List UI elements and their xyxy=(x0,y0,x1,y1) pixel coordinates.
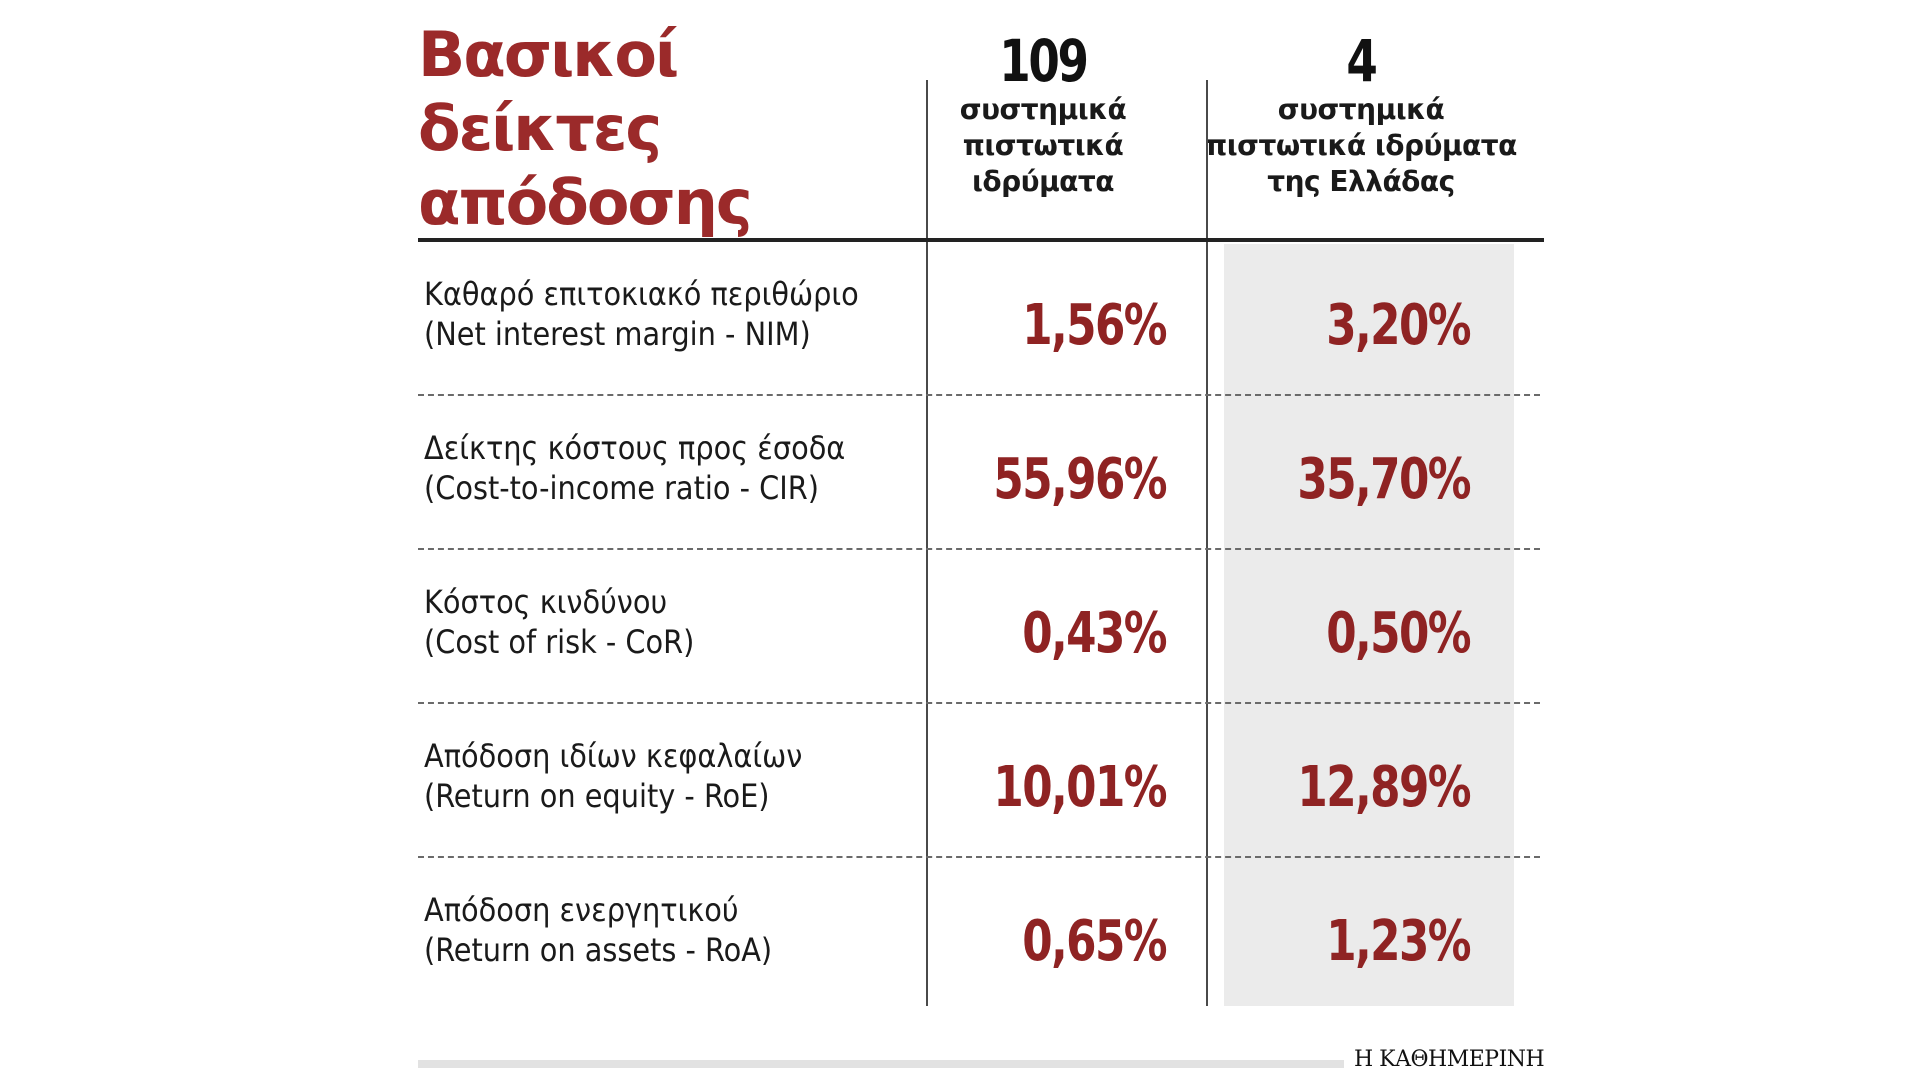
table-row: Δείκτης κόστους προς έσοδα (Cost-to-inco… xyxy=(418,396,1544,550)
column-header-count: 4 xyxy=(1346,27,1377,95)
header-rule xyxy=(418,238,1544,242)
row-label: Απόδοση ενεργητικού (Return on assets - … xyxy=(424,890,904,970)
row-label-greek: Απόδοση ιδίων κεφαλαίων xyxy=(424,737,803,775)
column-header-eu-banks: 109 συστημικά πιστωτικά ιδρύματα xyxy=(930,30,1156,200)
row-separator xyxy=(418,856,1540,858)
row-label: Δείκτης κόστους προς έσοδα (Cost-to-inco… xyxy=(424,428,904,508)
column-header-greek-banks: 4 συστημικά πιστωτικά ιδρύματα της Ελλάδ… xyxy=(1196,30,1526,200)
column-divider xyxy=(926,80,928,1006)
value-greek-banks: 0,50% xyxy=(1326,601,1471,666)
source-credit: Η ΚΑΘΗΜΕΡΙΝΗ xyxy=(1354,1047,1545,1072)
row-separator xyxy=(418,394,1540,396)
row-label-english: (Return on equity - RoE) xyxy=(424,777,770,815)
table-row: Κόστος κινδύνου (Cost of risk - CoR) 0,4… xyxy=(418,550,1544,704)
table-row: Καθαρό επιτοκιακό περιθώριο (Net interes… xyxy=(418,242,1544,396)
row-label-english: (Cost-to-income ratio - CIR) xyxy=(424,469,819,507)
footer-bar xyxy=(418,1060,1344,1068)
value-eu-banks: 55,96% xyxy=(993,447,1167,512)
value-eu-banks: 0,43% xyxy=(1022,601,1167,666)
row-separator xyxy=(418,702,1540,704)
column-header-description: συστημικά πιστωτικά ιδρύματα xyxy=(959,93,1127,198)
value-greek-banks: 12,89% xyxy=(1297,755,1471,820)
chart-title-line-2: απόδοσης xyxy=(418,166,753,239)
row-label-greek: Κόστος κινδύνου xyxy=(424,583,668,621)
table-row: Απόδοση ιδίων κεφαλαίων (Return on equit… xyxy=(418,704,1544,858)
table-row: Απόδοση ενεργητικού (Return on assets - … xyxy=(418,858,1544,1012)
chart-title: Βασικοί δείκτες απόδοσης xyxy=(418,18,918,240)
value-greek-banks: 3,20% xyxy=(1326,293,1471,358)
row-label-greek: Καθαρό επιτοκιακό περιθώριο xyxy=(424,275,859,313)
row-label-greek: Απόδοση ενεργητικού xyxy=(424,891,739,929)
row-label-greek: Δείκτης κόστους προς έσοδα xyxy=(424,429,846,467)
row-separator xyxy=(418,548,1540,550)
value-eu-banks: 1,56% xyxy=(1022,293,1167,358)
value-eu-banks: 0,65% xyxy=(1022,909,1167,974)
row-label: Απόδοση ιδίων κεφαλαίων (Return on equit… xyxy=(424,736,904,816)
chart-title-line-1: Βασικοί δείκτες xyxy=(418,18,679,165)
row-label-english: (Net interest margin - NIM) xyxy=(424,315,811,353)
row-label: Κόστος κινδύνου (Cost of risk - CoR) xyxy=(424,582,904,662)
column-divider xyxy=(1206,80,1208,1006)
value-greek-banks: 35,70% xyxy=(1297,447,1471,512)
value-eu-banks: 10,01% xyxy=(993,755,1167,820)
column-header-count: 109 xyxy=(999,27,1089,95)
row-label: Καθαρό επιτοκιακό περιθώριο (Net interes… xyxy=(424,274,904,354)
performance-indicators-table: Βασικοί δείκτες απόδοσης 109 συστημικά π… xyxy=(418,0,1545,1080)
value-greek-banks: 1,23% xyxy=(1326,909,1471,974)
row-label-english: (Cost of risk - CoR) xyxy=(424,623,695,661)
highlighted-column-background xyxy=(1224,244,1514,1006)
column-header-description: συστημικά πιστωτικά ιδρύματα της Ελλάδας xyxy=(1205,93,1517,198)
row-label-english: (Return on assets - RoA) xyxy=(424,931,773,969)
